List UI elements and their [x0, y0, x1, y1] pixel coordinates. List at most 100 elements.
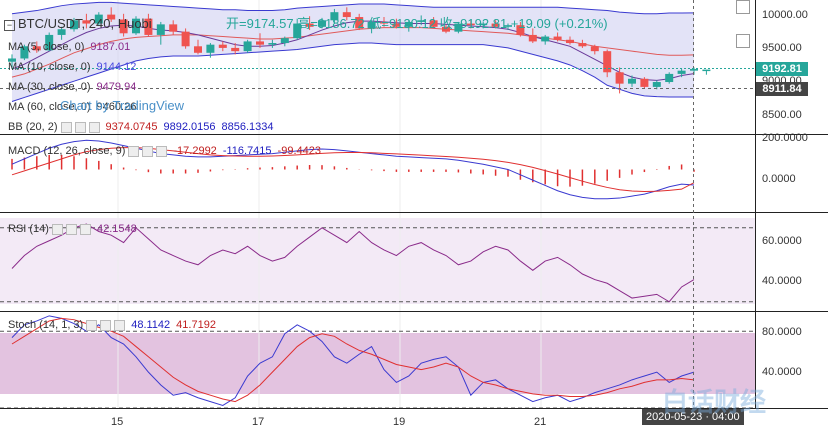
candle-body [702, 69, 711, 72]
candle-body [70, 20, 78, 30]
eye-icon[interactable] [51, 223, 63, 235]
collapse-icon[interactable] [736, 0, 750, 14]
eye-icon[interactable] [86, 319, 98, 331]
crosshair-price-tag: 8911.84 [756, 82, 808, 96]
candle-body [652, 82, 661, 87]
bb-lower-line [11, 42, 694, 102]
candle-body [466, 23, 475, 26]
pane-backgrounds [0, 218, 755, 394]
candle-body [479, 23, 488, 26]
close-icon[interactable] [114, 319, 126, 331]
eye-icon[interactable] [60, 121, 72, 133]
candle-body [603, 51, 612, 73]
candle-body [355, 17, 364, 29]
candle-body [615, 72, 624, 84]
ma5-legend[interactable]: MA (5, close, 0) 9187.01 [8, 41, 131, 53]
stoch-d: 41.7192 [176, 319, 216, 331]
ma30-value: 9479.94 [96, 81, 137, 93]
symbol-title[interactable]: BTC/USDT, 240, Huobi [18, 16, 152, 31]
candle-body [429, 20, 438, 27]
ma60-legend[interactable]: MA (60, close, 0) 9460.26 [8, 101, 137, 113]
eye-icon[interactable] [128, 145, 140, 157]
collapse-icon[interactable]: − [4, 20, 15, 31]
bb-legend[interactable]: BB (20, 2) 9374.0745 9892.0156 8856.1334 [8, 121, 274, 133]
macd-tick: 0.0000 [762, 173, 796, 185]
candle-body [144, 18, 153, 35]
candle-body [256, 41, 264, 45]
x-tick-15: 15 [111, 416, 124, 428]
candle-body [280, 38, 289, 44]
x-tick-19: 19 [393, 416, 406, 428]
candle-body [119, 19, 128, 34]
macd-legend[interactable]: MACD (12, 26, close, 9) -17.2992 -116.7415… [8, 145, 321, 157]
collapse-icon[interactable] [736, 34, 750, 48]
macd-tick: 200.0000 [762, 132, 808, 144]
site-logo: 白话财经 [662, 387, 767, 417]
candle-body [491, 23, 500, 27]
candle-body [94, 14, 103, 24]
settings-icon[interactable] [142, 145, 154, 157]
candle-body [590, 46, 599, 52]
bb-lower: 8856.1334 [221, 121, 274, 133]
x-tick-21: 21 [534, 416, 547, 428]
stoch-legend[interactable]: Stoch (14, 1, 3) 48.1142 41.7192 [8, 319, 216, 331]
candle-body [231, 47, 240, 52]
stoch-k-line [11, 315, 695, 406]
candle-body [107, 14, 116, 20]
stoch-tick: 80.0000 [762, 326, 802, 338]
candle-body [380, 21, 388, 24]
candle-body [454, 23, 463, 32]
macd-line [11, 139, 695, 200]
candle-body [318, 20, 326, 27]
stoch-d-line [11, 317, 695, 403]
close-icon[interactable] [156, 145, 168, 157]
candle-body [305, 23, 314, 27]
price-tick: 9500.00 [762, 42, 802, 54]
candle-body [330, 12, 339, 21]
rsi-value: 42.1548 [96, 223, 137, 235]
candle-body [578, 43, 587, 47]
candle-body [342, 12, 351, 18]
macd-hist: -17.2992 [173, 145, 217, 157]
rsi-legend[interactable]: RSI (14) 42.1548 [8, 223, 137, 235]
candle-body [20, 46, 29, 59]
rsi-line [11, 223, 695, 303]
candle-body [665, 73, 674, 83]
settings-icon[interactable] [74, 121, 86, 133]
stoch-tick: 40.0000 [762, 366, 802, 378]
macd-line: -116.7415 [222, 145, 272, 157]
candle-body [218, 44, 227, 48]
close-icon[interactable] [79, 223, 91, 235]
macd-pane [11, 139, 695, 200]
candle-body [442, 26, 450, 32]
signal-line [11, 147, 695, 193]
candle-body [57, 29, 66, 35]
candle-body [640, 78, 649, 87]
candle-body [132, 18, 140, 34]
candle-body [293, 23, 302, 39]
candle-body [243, 41, 252, 52]
rsi-tick: 60.0000 [762, 235, 802, 247]
macd-signal: -99.4423 [277, 145, 321, 157]
bb-upper: 9892.0156 [163, 121, 216, 133]
bb-upper-line [11, 1, 695, 15]
candle-body [8, 58, 16, 62]
candle-body [404, 21, 413, 27]
price-tick: 8500.00 [762, 109, 802, 121]
candle-body [82, 20, 91, 24]
candle-body [181, 31, 190, 47]
settings-icon[interactable] [100, 319, 112, 331]
candlestick-series [8, 7, 711, 94]
ma10-legend[interactable]: MA (10, close, 0) 9144.12 [8, 61, 137, 73]
ma60-value: 9460.26 [96, 101, 137, 113]
ma30-legend[interactable]: MA (30, close, 0) 9479.94 [8, 81, 137, 93]
settings-icon[interactable] [65, 223, 77, 235]
candle-body [690, 69, 698, 71]
candle-body [566, 39, 574, 44]
tradingview-watermark: Chart by TradingView [60, 98, 185, 113]
close-icon[interactable] [88, 121, 100, 133]
crosshair-time-tag: 2020-05-23 · 04:00 [642, 409, 744, 425]
candle-body [367, 21, 376, 29]
candle-body [392, 23, 401, 27]
